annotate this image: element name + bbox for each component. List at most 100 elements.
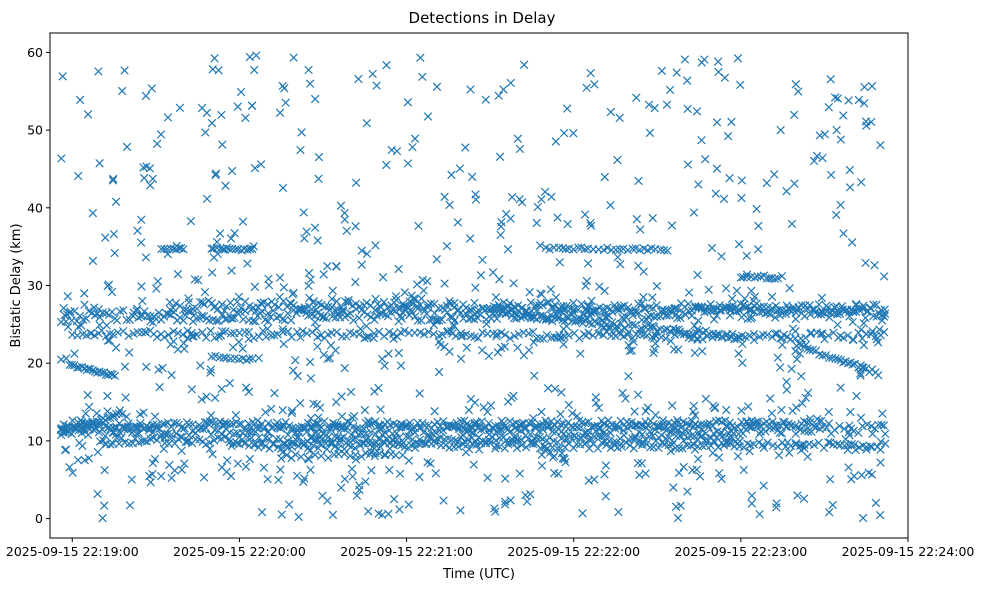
detection-point [515,144,525,154]
detection-point [744,402,753,411]
detection-point [244,334,253,344]
detection-point [394,348,404,358]
detection-point [874,371,883,380]
detection-point [74,363,84,372]
detection-point [244,327,254,337]
detection-point [519,310,528,320]
detection-point [465,234,475,243]
detection-point [471,190,480,199]
detection-point [461,425,470,434]
detection-point [651,330,660,340]
detection-point [824,508,834,517]
detection-point [296,452,306,462]
detection-point [384,349,393,358]
detection-point [205,438,215,448]
detection-point [94,305,103,314]
detection-point [367,466,376,475]
detection-point [259,463,269,472]
detection-point [88,208,98,218]
detection-point [385,465,394,475]
detection-point [448,422,457,431]
detection-point [694,302,703,311]
detection-point [775,363,785,372]
detection-point [483,407,492,417]
detection-point [679,462,688,472]
detection-point [714,453,724,462]
detection-point [423,458,432,467]
detection-point [875,325,884,334]
detection-point [107,287,117,297]
detection-point [515,420,524,430]
detection-point [256,440,266,449]
detection-point [673,425,683,435]
detection-point [697,346,707,356]
detection-point [867,81,877,91]
detection-point [391,292,401,301]
detection-point [542,314,551,323]
detection-point [708,448,718,458]
detection-point [849,335,858,345]
detection-point [364,416,373,426]
detection-point [440,192,449,202]
detection-point [471,437,480,446]
detection-point [624,371,633,381]
detection-point [673,304,682,314]
detection-point [449,442,459,452]
detection-point [553,307,562,316]
detection-point [630,407,639,416]
detection-point [68,416,77,425]
detection-point [308,422,317,432]
detection-point [274,303,284,312]
detection-point [154,308,164,317]
detection-point [606,201,615,210]
detection-point [573,305,583,315]
detection-point [249,333,258,343]
detection-point [117,86,127,96]
detection-point [738,358,747,368]
detection-point [820,335,829,344]
detection-point [336,201,346,210]
detection-point [648,303,658,313]
detection-point [607,318,617,327]
detection-point [747,286,756,296]
detection-point [513,343,522,352]
detection-point [299,208,308,217]
detection-point [357,452,366,461]
detection-point [286,425,296,435]
detection-point [80,289,89,298]
detection-point [315,439,325,449]
detection-point [644,100,654,109]
detection-point [857,470,866,480]
detection-point [220,306,229,315]
detection-point [278,183,288,193]
detection-point [773,274,783,283]
detection-point [439,416,448,426]
detection-point [306,414,316,423]
detection-point [648,213,657,223]
detection-point [197,311,207,321]
detection-point [582,83,591,93]
detection-point [736,80,745,90]
detection-point [403,159,413,168]
detection-point [880,312,889,321]
detection-point [633,458,643,468]
detection-point [57,154,66,163]
detection-point [340,215,350,224]
detection-point [638,429,647,439]
detection-point [593,431,603,441]
detection-point [876,437,886,447]
detection-point [179,424,189,433]
detection-point [690,321,699,330]
detection-point [374,327,384,336]
detection-point [737,406,746,415]
detection-point [410,312,420,321]
detection-point [412,301,422,311]
detection-point [389,494,399,504]
detection-point [753,244,763,254]
detection-point [591,427,600,436]
detection-point [327,294,337,304]
detection-point [249,65,259,75]
detection-point [202,194,212,204]
detection-point [856,369,865,378]
detection-point [817,308,826,317]
